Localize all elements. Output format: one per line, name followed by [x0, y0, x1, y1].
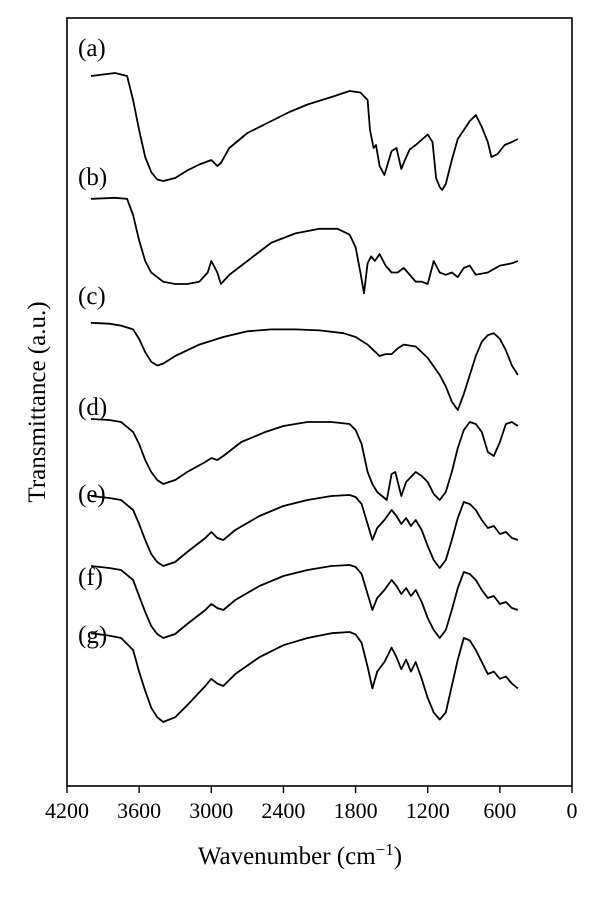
x-axis-title: Wavenumber (cm−1) — [198, 840, 402, 870]
x-axis-title-suffix: ) — [394, 843, 402, 870]
x-tick-label: 1800 — [334, 798, 378, 823]
x-ticks — [66, 786, 573, 793]
series-line — [90, 72, 519, 191]
y-axis-title: Transmittance (a.u.) — [24, 301, 51, 502]
series-line — [90, 418, 519, 501]
series-labels: (a) (b) (c) (d) (e) (f) (g) — [78, 35, 107, 649]
x-tick-label: 0 — [567, 798, 578, 823]
series-line — [90, 494, 519, 569]
x-tick-label: 4200 — [45, 798, 89, 823]
x-tick-label: 3600 — [117, 798, 161, 823]
series-label: (f) — [78, 564, 103, 591]
x-axis-title-superscript: −1 — [376, 840, 394, 859]
x-tick-label: 2400 — [261, 798, 305, 823]
plot-frame — [66, 17, 573, 787]
series-line — [90, 631, 519, 723]
x-axis-title-main: Wavenumber (cm — [198, 843, 376, 870]
series-label: (d) — [78, 394, 107, 421]
series-line — [90, 564, 519, 639]
x-tick-label: 3000 — [189, 798, 233, 823]
series-group — [90, 72, 519, 723]
series-line — [90, 196, 519, 295]
x-tick-labels: 4200 3600 3000 2400 1800 1200 600 0 — [45, 798, 578, 823]
series-label: (b) — [78, 164, 107, 191]
series-label: (c) — [78, 283, 106, 310]
series-label: (g) — [78, 622, 107, 649]
x-tick-label: 1200 — [406, 798, 450, 823]
series-label: (e) — [78, 481, 106, 508]
series-label: (a) — [78, 35, 106, 62]
x-tick-label: 600 — [483, 798, 516, 823]
series-line — [90, 321, 519, 411]
